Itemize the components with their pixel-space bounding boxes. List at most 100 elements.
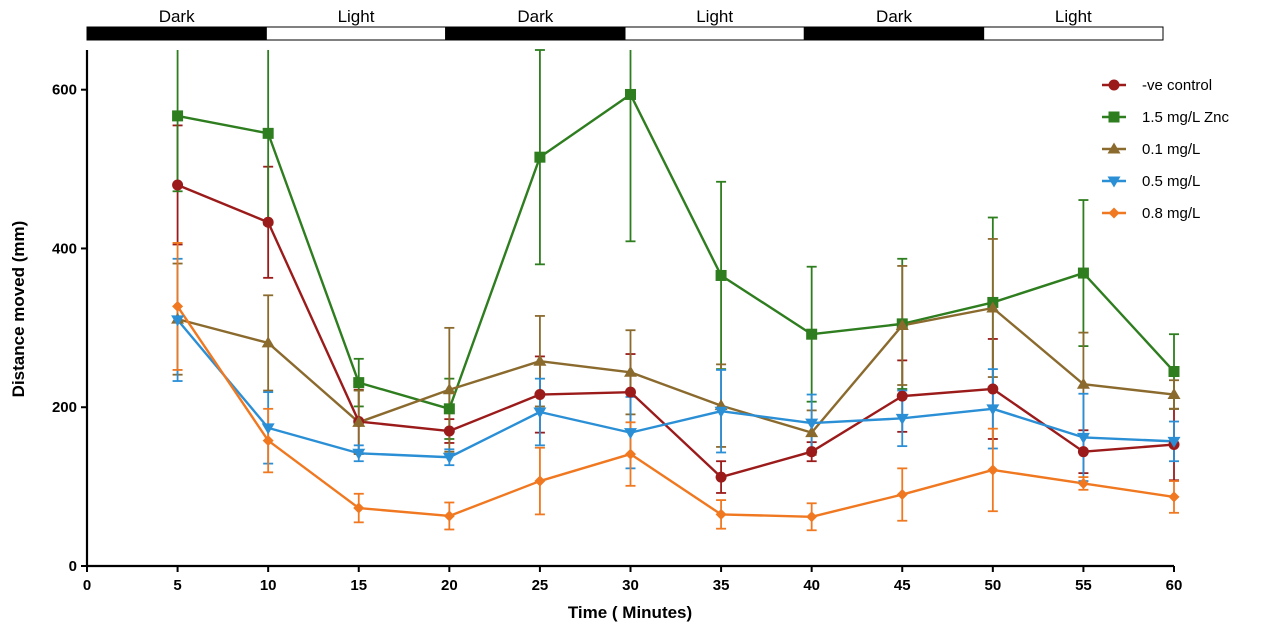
legend-swatch-marker	[1108, 207, 1120, 219]
series-2-point	[625, 88, 636, 100]
series-1-point	[443, 425, 455, 437]
x-tick-label: 10	[260, 577, 277, 594]
x-tick-label: 50	[984, 577, 1001, 594]
x-tick-label: 0	[83, 577, 91, 594]
phase-block-6	[983, 26, 1164, 41]
series-4-point	[624, 428, 637, 440]
legend-label: 1.5 mg/L Znc	[1142, 109, 1229, 126]
series-5-line	[176, 305, 1175, 518]
series-3-point	[624, 365, 637, 377]
series-4-point	[171, 315, 185, 327]
phase-block-4	[624, 26, 805, 41]
series-2-line	[177, 93, 1175, 411]
series-3-point	[442, 383, 456, 395]
series-3-point	[1167, 388, 1181, 400]
phase-block-5	[803, 26, 985, 41]
series-1-point	[1077, 446, 1089, 458]
series-5-point	[534, 475, 546, 487]
series-2-point	[172, 110, 184, 122]
light-dark-phase-bar: Dark Light Dark Light Dark Light	[86, 7, 1164, 41]
legend-item-3: 0.1 mg/L	[1102, 141, 1200, 158]
series-5-point	[1168, 491, 1180, 503]
series-lines	[176, 93, 1175, 518]
series-1-point	[172, 179, 184, 191]
series-5-point	[443, 510, 455, 522]
phase-block-2	[265, 26, 447, 41]
x-tick-label: 60	[1166, 577, 1183, 594]
y-tick-label: 400	[52, 240, 77, 257]
legend-swatch-marker	[1108, 79, 1120, 91]
series-4-point	[1167, 436, 1181, 448]
series-1-point	[625, 386, 636, 398]
series-2-point	[1168, 366, 1180, 378]
legend-item-4: 0.5 mg/L	[1102, 173, 1200, 190]
phase-block-1	[86, 26, 267, 41]
series-2-point	[1077, 267, 1089, 279]
series-1-point	[806, 446, 818, 458]
legend-label: -ve control	[1142, 77, 1212, 94]
series-1-point	[896, 390, 908, 402]
y-tick-label: 200	[52, 399, 77, 416]
series-3-point	[805, 426, 819, 438]
series-5-point	[1077, 477, 1089, 489]
y-tick-label: 0	[69, 558, 77, 575]
series-1-point	[534, 389, 546, 401]
legend-item-5: 0.8 mg/L	[1102, 205, 1200, 222]
series-3-point	[352, 415, 366, 427]
series-5-point	[262, 435, 274, 447]
x-tick-label: 25	[532, 577, 549, 594]
series-4-point	[895, 413, 909, 425]
series-5-point	[896, 489, 908, 501]
series-4-point	[714, 406, 728, 418]
series-4-point	[352, 448, 366, 460]
series-3-point	[261, 336, 275, 348]
series-3-point	[895, 318, 909, 330]
y-tick-label: 600	[52, 82, 77, 99]
series-4-point	[805, 418, 819, 430]
phase-label-4: Light	[696, 7, 733, 26]
series-5-point	[625, 448, 636, 460]
x-axis-title: Time ( Minutes)	[568, 603, 692, 622]
x-tick-label: 15	[350, 577, 367, 594]
series-4-point	[986, 404, 1000, 416]
series-markers	[171, 88, 1181, 523]
series-4-line	[176, 319, 1175, 459]
series-1-point	[262, 216, 274, 228]
phase-label-5: Dark	[876, 7, 912, 26]
x-tick-label: 5	[173, 577, 181, 594]
series-4-point	[1076, 432, 1090, 444]
x-tick-label: 55	[1075, 577, 1092, 594]
legend-swatch-marker	[1107, 176, 1121, 188]
legend-item-2: 1.5 mg/L Znc	[1102, 109, 1229, 126]
series-2-point	[806, 328, 818, 340]
legend-label: 0.5 mg/L	[1142, 173, 1200, 190]
series-1-point	[715, 471, 727, 483]
phase-label-1: Dark	[159, 7, 195, 26]
series-4-point	[533, 407, 547, 419]
series-2-point	[534, 151, 546, 163]
series-4-point	[261, 423, 275, 435]
series-3-point	[986, 301, 1000, 313]
phase-block-3	[445, 26, 626, 41]
series-4-point	[442, 452, 456, 464]
phase-label-2: Light	[338, 7, 375, 26]
series-2-point	[715, 269, 727, 281]
series-1-line	[177, 183, 1175, 479]
series-3-line	[177, 306, 1175, 434]
legend-label: 0.8 mg/L	[1142, 205, 1200, 222]
series-5-point	[987, 464, 999, 476]
x-tick-label: 35	[713, 577, 730, 594]
series-5-point	[353, 502, 365, 514]
legend-swatch-marker	[1108, 111, 1120, 123]
series-3-point	[1076, 377, 1090, 389]
series-5-point	[172, 300, 184, 312]
x-tick-label: 45	[894, 577, 911, 594]
series-5-point	[715, 508, 727, 520]
legend-swatch-marker	[1107, 142, 1121, 154]
series-2-error-bar	[625, 50, 636, 243]
series-2-point	[353, 377, 365, 389]
phase-label-6: Light	[1055, 7, 1092, 26]
legend-item-1: -ve control	[1102, 77, 1212, 94]
